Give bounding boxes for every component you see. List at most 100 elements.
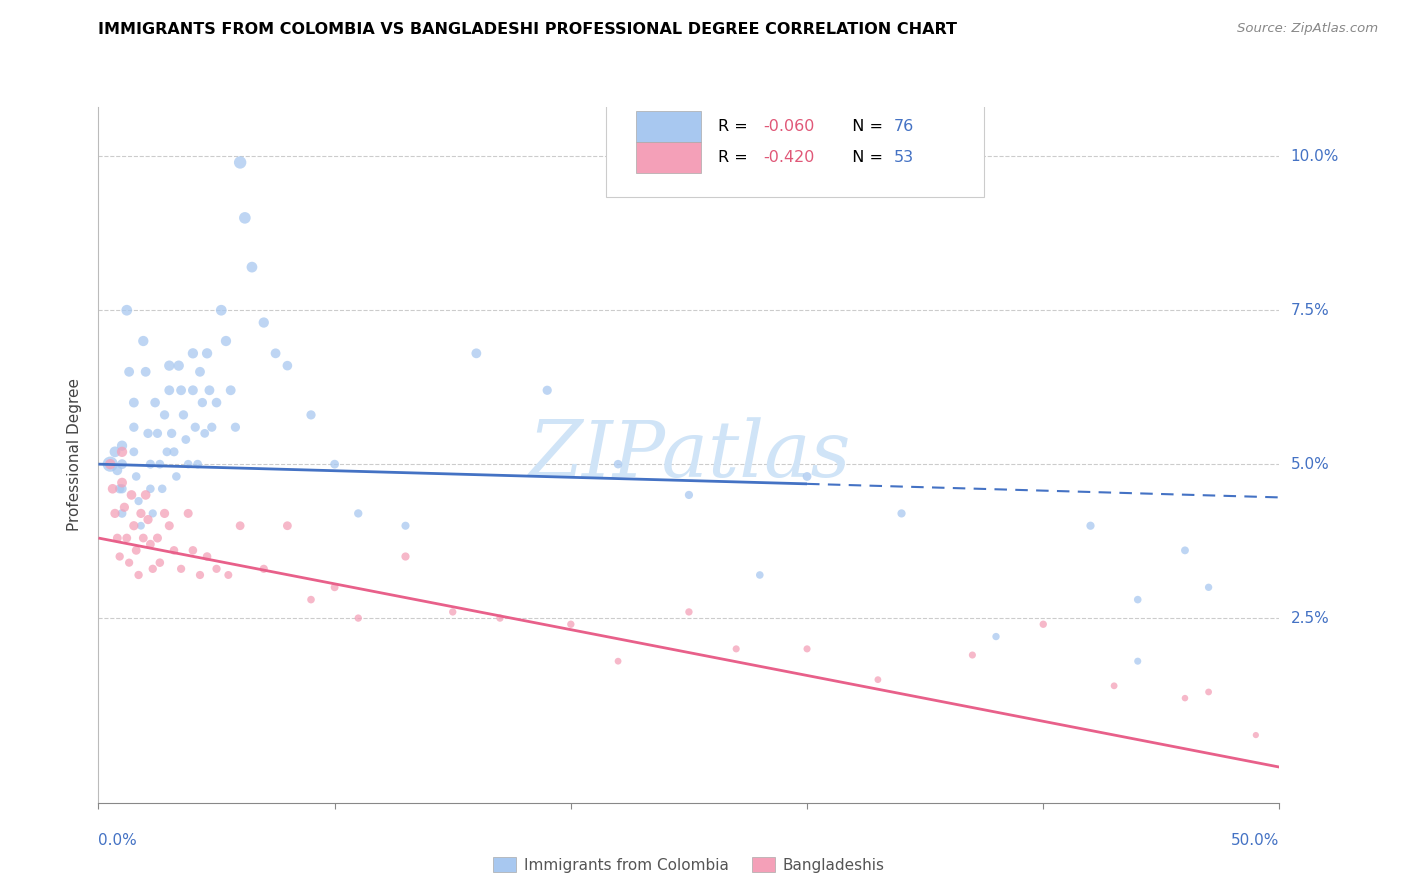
Text: 50.0%: 50.0% xyxy=(1232,833,1279,848)
Point xyxy=(128,568,150,582)
Point xyxy=(135,488,157,502)
Point xyxy=(347,611,370,625)
Point xyxy=(160,426,183,441)
Point xyxy=(229,155,252,169)
Point xyxy=(187,457,209,471)
Point xyxy=(299,592,322,607)
Point xyxy=(139,457,162,471)
Point xyxy=(153,507,176,521)
Point xyxy=(157,518,180,533)
Point xyxy=(111,475,134,490)
Text: ZIPatlas: ZIPatlas xyxy=(527,417,851,493)
Text: IMMIGRANTS FROM COLOMBIA VS BANGLADESHI PROFESSIONAL DEGREE CORRELATION CHART: IMMIGRANTS FROM COLOMBIA VS BANGLADESHI … xyxy=(98,22,957,37)
Point xyxy=(184,420,207,434)
Text: N =: N = xyxy=(842,119,889,134)
Point xyxy=(125,469,148,483)
Point xyxy=(132,334,155,348)
Point xyxy=(194,426,217,441)
Point xyxy=(129,518,152,533)
Point xyxy=(157,384,180,398)
Text: 53: 53 xyxy=(893,150,914,165)
Text: 5.0%: 5.0% xyxy=(1291,457,1329,472)
Point xyxy=(536,384,558,398)
Point xyxy=(108,482,131,496)
Point xyxy=(118,365,141,379)
Point xyxy=(890,507,912,521)
Point xyxy=(1198,685,1220,699)
Point xyxy=(129,507,152,521)
Point xyxy=(240,260,263,274)
Point xyxy=(125,543,148,558)
Point xyxy=(962,648,984,662)
Point xyxy=(205,562,228,576)
Point xyxy=(136,426,159,441)
Point xyxy=(1174,543,1197,558)
Point xyxy=(441,605,464,619)
Point xyxy=(105,531,128,545)
Point xyxy=(112,500,135,515)
Point xyxy=(748,568,770,582)
Point xyxy=(104,445,127,459)
Point xyxy=(725,641,748,656)
Bar xyxy=(636,111,700,142)
Point xyxy=(163,543,186,558)
Point xyxy=(172,408,194,422)
Point xyxy=(678,488,700,502)
Point xyxy=(143,395,166,409)
Point xyxy=(984,630,1007,644)
Point xyxy=(122,420,145,434)
Text: -0.060: -0.060 xyxy=(763,119,814,134)
Point xyxy=(229,518,252,533)
Point xyxy=(146,531,169,545)
Point xyxy=(135,365,157,379)
Point xyxy=(104,507,127,521)
Point xyxy=(165,469,187,483)
Point xyxy=(560,617,582,632)
Point xyxy=(111,507,134,521)
Text: -0.420: -0.420 xyxy=(763,150,814,165)
Point xyxy=(465,346,488,360)
Point xyxy=(188,365,211,379)
Text: 76: 76 xyxy=(893,119,914,134)
Text: R =: R = xyxy=(718,150,754,165)
Point xyxy=(177,507,200,521)
Point xyxy=(607,654,630,668)
Point xyxy=(394,549,416,564)
Point xyxy=(209,303,232,318)
Text: Source: ZipAtlas.com: Source: ZipAtlas.com xyxy=(1237,22,1378,36)
Point xyxy=(224,420,246,434)
Point xyxy=(118,556,141,570)
Point xyxy=(205,395,228,409)
Point xyxy=(394,518,416,533)
Point xyxy=(139,537,162,551)
Point xyxy=(157,359,180,373)
Point xyxy=(122,518,145,533)
Point xyxy=(347,507,370,521)
Point xyxy=(108,549,131,564)
Point xyxy=(1032,617,1054,632)
Point xyxy=(98,457,121,471)
Bar xyxy=(636,142,700,173)
Point xyxy=(170,562,193,576)
Point xyxy=(253,316,276,330)
Point xyxy=(276,518,298,533)
Point xyxy=(1102,679,1125,693)
Point xyxy=(139,482,162,496)
Point xyxy=(149,556,172,570)
Point xyxy=(215,334,238,348)
Point xyxy=(796,469,818,483)
Point xyxy=(323,457,346,471)
Point xyxy=(146,426,169,441)
Point xyxy=(217,568,239,582)
Point xyxy=(111,457,134,471)
Point xyxy=(111,482,134,496)
Point xyxy=(156,445,179,459)
Point xyxy=(195,346,218,360)
Point xyxy=(191,395,214,409)
Point xyxy=(98,457,121,471)
Point xyxy=(201,420,224,434)
Point xyxy=(142,562,165,576)
Point xyxy=(219,384,242,398)
Point xyxy=(253,562,276,576)
Point xyxy=(128,494,150,508)
